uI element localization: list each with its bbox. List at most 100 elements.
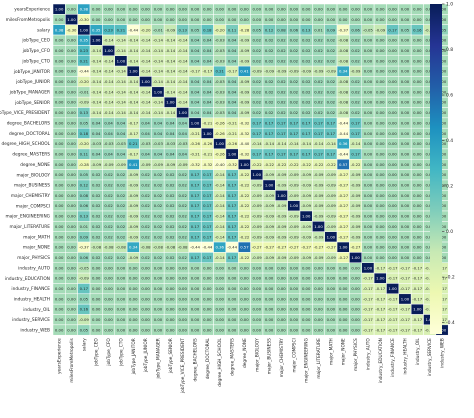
- cell-value-label: -0.08: [338, 89, 348, 94]
- cell-value-label: -0.09: [240, 89, 250, 94]
- cell-value-label: 0.00: [166, 317, 175, 322]
- cell-value-label: 0.02: [265, 58, 274, 63]
- cell-value-label: -0.09: [314, 193, 324, 198]
- cell-value-label: 0.00: [55, 265, 64, 270]
- cell-value-label: 0.02: [290, 100, 299, 105]
- cell-value-label: -0.14: [178, 69, 188, 74]
- cell-value-label: 0.17: [203, 203, 212, 208]
- cell-value-label: -0.09: [240, 38, 250, 43]
- cell-value-label: 0.00: [401, 7, 410, 12]
- cell-value-label: -0.14: [116, 89, 126, 94]
- cell-value-label: 0.00: [339, 317, 348, 322]
- cell-value-label: -0.03: [116, 141, 126, 146]
- colorbar-tick-label: 0.0: [446, 229, 453, 235]
- cell-value-label: 1.00: [104, 48, 113, 53]
- cell-value-label: 0.36: [215, 245, 224, 250]
- cell-value-label: 0.02: [178, 234, 187, 239]
- cell-value-label: 0.00: [388, 58, 397, 63]
- cell-value-label: 0.00: [67, 162, 76, 167]
- cell-value-label: 0.00: [401, 48, 410, 53]
- cell-value-label: 0.00: [376, 151, 385, 156]
- cell-value-label: 0.00: [364, 162, 373, 167]
- cell-value-label: 0.00: [425, 172, 434, 177]
- cell-value-label: 0.02: [290, 48, 299, 53]
- cell-value-label: 0.00: [401, 17, 410, 22]
- cell-value-label: 0.00: [438, 100, 447, 105]
- cell-value-label: 0.00: [364, 89, 373, 94]
- cell-value-label: 0.00: [327, 317, 336, 322]
- cell-value-label: 0.00: [364, 193, 373, 198]
- cell-value-label: 0.02: [265, 110, 274, 115]
- cell-value-label: -0.09: [289, 255, 299, 260]
- cell-value-label: 0.34: [339, 69, 348, 74]
- cell-value-label: 0.17: [203, 224, 212, 229]
- x-tick-label: jobType_SENIOR: [168, 338, 174, 374]
- cell-value-label: 0.00: [388, 79, 397, 84]
- cell-value-label: 0.00: [55, 203, 64, 208]
- cell-value-label: 0.00: [351, 296, 360, 301]
- cell-value-label: 0.16: [413, 27, 422, 32]
- cell-value-label: 0.00: [413, 79, 422, 84]
- cell-value-label: 0.00: [302, 17, 311, 22]
- cell-value-label: -0.22: [240, 234, 250, 239]
- cell-value-label: 0.00: [191, 317, 200, 322]
- cell-value-label: 0.00: [364, 151, 373, 156]
- cell-value-label: 0.00: [425, 110, 434, 115]
- cell-value-label: -0.14: [215, 224, 225, 229]
- cell-value-label: -0.17: [363, 286, 373, 291]
- x-tick-label: major_PHYSICS: [353, 338, 359, 371]
- cell-value-label: 0.02: [117, 193, 126, 198]
- x-tick-label: degree_NONE: [242, 338, 248, 368]
- cell-value-label: 0.00: [129, 296, 138, 301]
- cell-value-label: -0.01: [153, 27, 163, 32]
- x-tick-label: milesFromMetropolis: [69, 337, 75, 382]
- cell-value-label: 0.00: [203, 17, 212, 22]
- cell-value-label: 0.00: [388, 245, 397, 250]
- cell-value-label: 0.02: [92, 255, 101, 260]
- cell-value-label: 0.00: [253, 265, 262, 270]
- cell-value-label: -0.14: [104, 100, 114, 105]
- cell-value-label: 0.00: [277, 327, 286, 332]
- cell-value-label: -0.40: [240, 141, 250, 146]
- cell-value-label: 0.02: [166, 172, 175, 177]
- cell-value-label: 0.00: [438, 224, 447, 229]
- cell-value-label: 0.17: [228, 203, 237, 208]
- cell-value-label: 0.00: [203, 265, 212, 270]
- cell-value-label: 0.02: [117, 183, 126, 188]
- cell-value-label: 0.13: [80, 110, 89, 115]
- cell-value-label: -0.22: [301, 162, 311, 167]
- cell-value-label: 0.04: [117, 131, 126, 136]
- cell-value-label: -0.09: [326, 255, 336, 260]
- cell-value-label: 0.04: [191, 110, 200, 115]
- cell-value-label: 0.00: [413, 245, 422, 250]
- cell-value-label: -0.27: [338, 214, 348, 219]
- cell-value-label: 0.00: [364, 38, 373, 43]
- cell-value-label: 0.00: [401, 141, 410, 146]
- cell-value-label: 0.02: [178, 172, 187, 177]
- cell-value-label: 0.00: [314, 17, 323, 22]
- cell-value-label: -0.09: [252, 214, 262, 219]
- cell-value-label: 0.04: [228, 58, 237, 63]
- cell-value-label: -0.09: [301, 183, 311, 188]
- cell-value-label: 0.00: [302, 317, 311, 322]
- cell-value-label: 0.04: [191, 58, 200, 63]
- cell-value-label: 1.00: [425, 317, 434, 322]
- cell-value-label: 0.17: [277, 131, 286, 136]
- cell-value-label: -0.09: [91, 162, 101, 167]
- cell-value-label: -0.09: [326, 172, 336, 177]
- cell-value-label: 1.00: [277, 193, 286, 198]
- cell-value-label: 0.02: [302, 58, 311, 63]
- cell-value-label: 0.00: [339, 265, 348, 270]
- cell-value-label: -0.14: [116, 48, 126, 53]
- cell-value-label: -0.14: [116, 100, 126, 105]
- cell-value-label: -0.21: [227, 131, 237, 136]
- x-tick-label: jobType_VICE_PRESIDENT: [180, 338, 186, 394]
- cell-value-label: -0.09: [314, 203, 324, 208]
- cell-value-label: 0.02: [154, 224, 163, 229]
- cell-value-label: -0.17: [128, 151, 138, 156]
- cell-value-label: 0.00: [228, 265, 237, 270]
- cell-value-label: -0.09: [240, 58, 250, 63]
- cell-value-label: 0.00: [339, 17, 348, 22]
- cell-value-label: -0.17: [425, 286, 435, 291]
